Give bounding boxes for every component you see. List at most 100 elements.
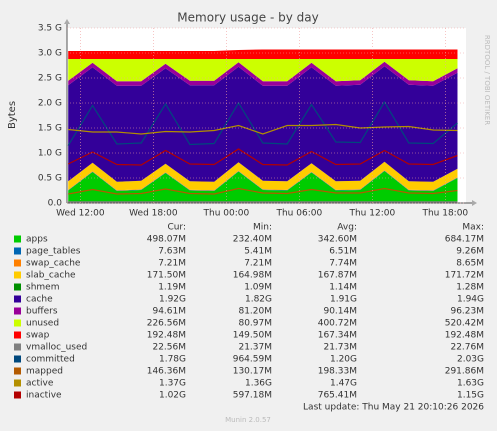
legend-stat: 684.17M	[445, 235, 484, 245]
legend-swatch	[14, 319, 21, 327]
stacked-area	[68, 66, 458, 182]
legend-label: unused	[26, 319, 59, 329]
legend-stat: 167.34M	[318, 331, 357, 341]
footer: Munin 2.0.57	[225, 416, 271, 424]
x-tick-label: Thu 18:00	[421, 209, 468, 219]
watermark: RRDTOOL / TOBI OETIKER	[483, 35, 491, 125]
legend-stat: 7.74M	[329, 259, 357, 269]
legend-stat: 9.26M	[456, 247, 484, 257]
legend-stat: 1.20G	[330, 355, 357, 365]
legend-swatch	[14, 331, 21, 339]
y-tick-label: 0.5 G	[38, 174, 62, 184]
legend-stat: 1.37G	[159, 379, 186, 389]
axes	[64, 19, 477, 206]
legend-stat: 1.19M	[158, 283, 186, 293]
legend-stat: 2.03G	[457, 355, 484, 365]
legend-stat: 498.07M	[147, 235, 186, 245]
legend-label: swap	[26, 331, 50, 341]
legend-stat: 291.86M	[445, 367, 484, 377]
series-line	[67, 100, 458, 146]
legend-label: swap_cache	[26, 259, 81, 269]
legend-stat: 1.92G	[159, 295, 186, 305]
legend-stat: 520.42M	[445, 319, 484, 329]
y-arrow	[64, 19, 70, 24]
legend-stat: 22.56M	[152, 343, 186, 353]
legend-header: Avg:	[337, 223, 357, 233]
legend-stat: 7.21M	[158, 259, 186, 269]
legend-stat: 164.98M	[233, 271, 272, 281]
plot	[67, 49, 458, 203]
legend-stat: 1.82G	[245, 295, 272, 305]
y-tick-label: 1.5 G	[38, 124, 62, 134]
legend-stat: 7.63M	[158, 247, 186, 257]
y-tick-label: 1.0 G	[38, 149, 62, 159]
legend-swatch	[14, 307, 21, 315]
series-line	[68, 187, 458, 195]
legend-stat: 8.65M	[456, 259, 484, 269]
legend-stat: 1.02G	[159, 391, 186, 401]
y-tick-label: 2.0 G	[38, 99, 62, 109]
legend-stat: 7.21M	[244, 259, 272, 269]
legend-header: Cur:	[167, 223, 186, 233]
legend-stat: 96.23M	[450, 307, 484, 317]
legend-label: buffers	[26, 307, 58, 317]
legend-label: inactive	[26, 391, 62, 401]
legend-stat: 964.59M	[233, 355, 272, 365]
legend-label: vmalloc_used	[26, 343, 87, 353]
legend-swatch	[14, 391, 21, 399]
legend-swatch	[14, 295, 21, 303]
legend-swatch	[14, 247, 21, 255]
legend-stat: 130.17M	[233, 367, 272, 377]
legend-stat: 81.20M	[238, 307, 272, 317]
legend-swatch	[14, 367, 21, 375]
x-tick-label: Thu 12:00	[348, 209, 395, 219]
legend-stat: 765.41M	[318, 391, 357, 401]
legend-stat: 192.48M	[147, 331, 186, 341]
legend-label: apps	[26, 235, 48, 245]
legend-stat: 232.40M	[233, 235, 272, 245]
y-tick-label: 0.0	[48, 199, 63, 209]
legend-label: mapped	[26, 367, 63, 377]
stacked-area	[68, 171, 458, 203]
chart-title: Memory usage - by day	[177, 11, 318, 25]
legend-stat: 1.28M	[456, 283, 484, 293]
legend-stat: 1.91G	[330, 295, 357, 305]
legend-stat: 1.63G	[457, 379, 484, 389]
legend-label: page_tables	[26, 247, 81, 257]
legend-stat: 198.33M	[318, 367, 357, 377]
x-arrow	[472, 200, 477, 206]
legend-stat: 5.41M	[244, 247, 272, 257]
legend-stat: 1.94G	[457, 295, 484, 305]
legend-stat: 1.78G	[159, 355, 186, 365]
series-line	[67, 148, 458, 166]
legend-label: shmem	[26, 283, 59, 293]
x-tick-label: Wed 18:00	[129, 209, 178, 219]
legend-label: slab_cache	[26, 271, 76, 281]
legend-stat: 167.87M	[318, 271, 357, 281]
legend-swatch	[14, 259, 21, 267]
legend-stat: 597.18M	[233, 391, 272, 401]
legend-stat: 342.60M	[318, 235, 357, 245]
y-tick-label: 3.5 G	[38, 24, 62, 34]
legend-stat: 171.50M	[147, 271, 186, 281]
stacked-area	[68, 49, 458, 59]
legend-swatch	[14, 343, 21, 351]
legend-swatch	[14, 271, 21, 279]
legend-stat: 1.09M	[244, 283, 272, 293]
legend-stat: 171.72M	[445, 271, 484, 281]
last-update: Last update: Thu May 21 20:10:26 2026	[303, 403, 484, 413]
legend-stat: 1.15G	[457, 391, 484, 401]
legend-stat: 94.61M	[152, 307, 186, 317]
x-tick-label: Wed 12:00	[56, 209, 105, 219]
legend-header: Min:	[253, 223, 272, 233]
legend-stat: 80.97M	[238, 319, 272, 329]
legend-stat: 21.73M	[323, 343, 357, 353]
legend-stat: 22.76M	[450, 343, 484, 353]
legend-stat: 192.48M	[445, 331, 484, 341]
legend-stat: 226.56M	[147, 319, 186, 329]
legend-swatch	[14, 235, 21, 243]
legend-swatch	[14, 283, 21, 291]
legend-stat: 21.37M	[238, 343, 272, 353]
legend-stat: 6.51M	[329, 247, 357, 257]
